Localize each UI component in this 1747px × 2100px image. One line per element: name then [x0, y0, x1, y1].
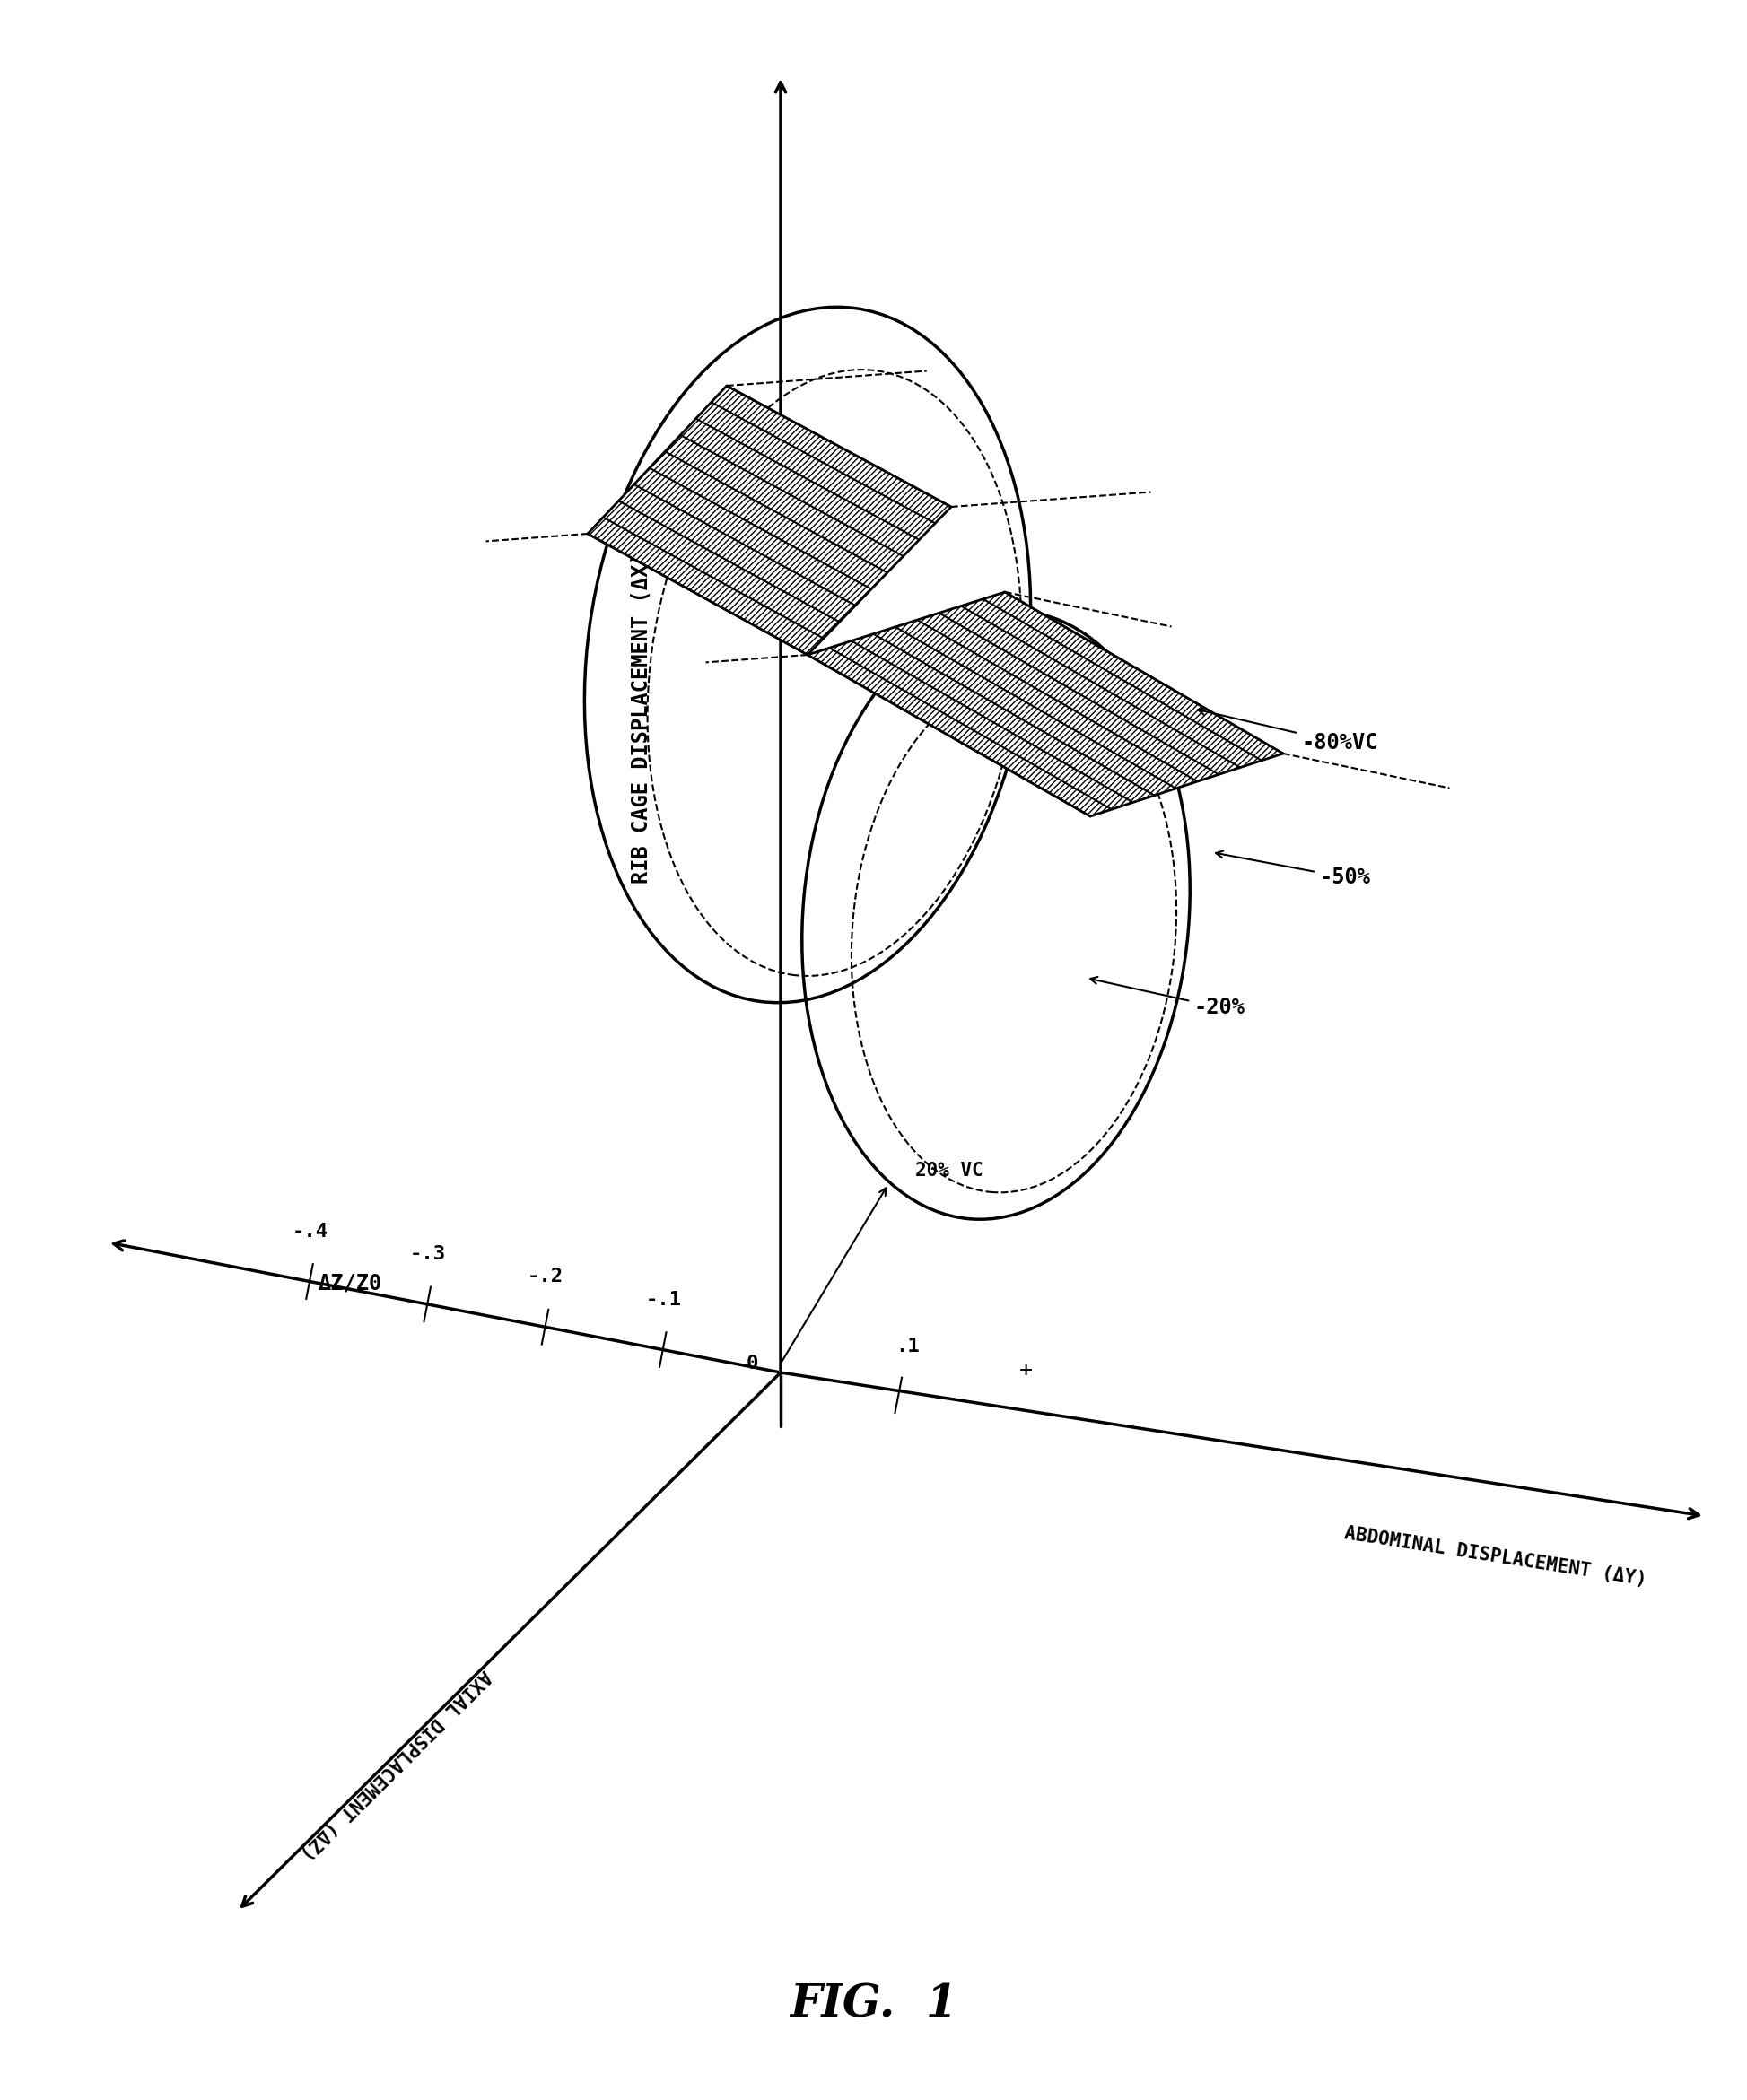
Text: -.1: -.1	[645, 1292, 681, 1308]
Text: ΔZ/Z0: ΔZ/Z0	[318, 1273, 383, 1294]
Text: -20%: -20%	[1090, 977, 1244, 1018]
Text: FIG.  1: FIG. 1	[790, 1982, 957, 2027]
Text: AXIAL DISPLACEMENT (ΔZ): AXIAL DISPLACEMENT (ΔZ)	[295, 1667, 494, 1863]
Text: +: +	[1019, 1359, 1032, 1380]
Text: RIB CAGE DISPLACEMENT (ΔX): RIB CAGE DISPLACEMENT (ΔX)	[631, 552, 652, 884]
Text: 0: 0	[746, 1354, 758, 1373]
Text: -80%VC: -80%VC	[1198, 708, 1378, 754]
Polygon shape	[807, 592, 1282, 817]
Text: -.2: -.2	[528, 1268, 564, 1285]
Text: .1: .1	[896, 1338, 919, 1357]
Text: -50%: -50%	[1216, 851, 1370, 888]
Polygon shape	[587, 386, 950, 655]
Text: ABDOMINAL DISPLACEMENT (ΔY): ABDOMINAL DISPLACEMENT (ΔY)	[1343, 1525, 1647, 1590]
Text: -.3: -.3	[411, 1245, 445, 1262]
Text: 20% VC: 20% VC	[915, 1161, 984, 1180]
Text: -.4: -.4	[292, 1222, 328, 1241]
